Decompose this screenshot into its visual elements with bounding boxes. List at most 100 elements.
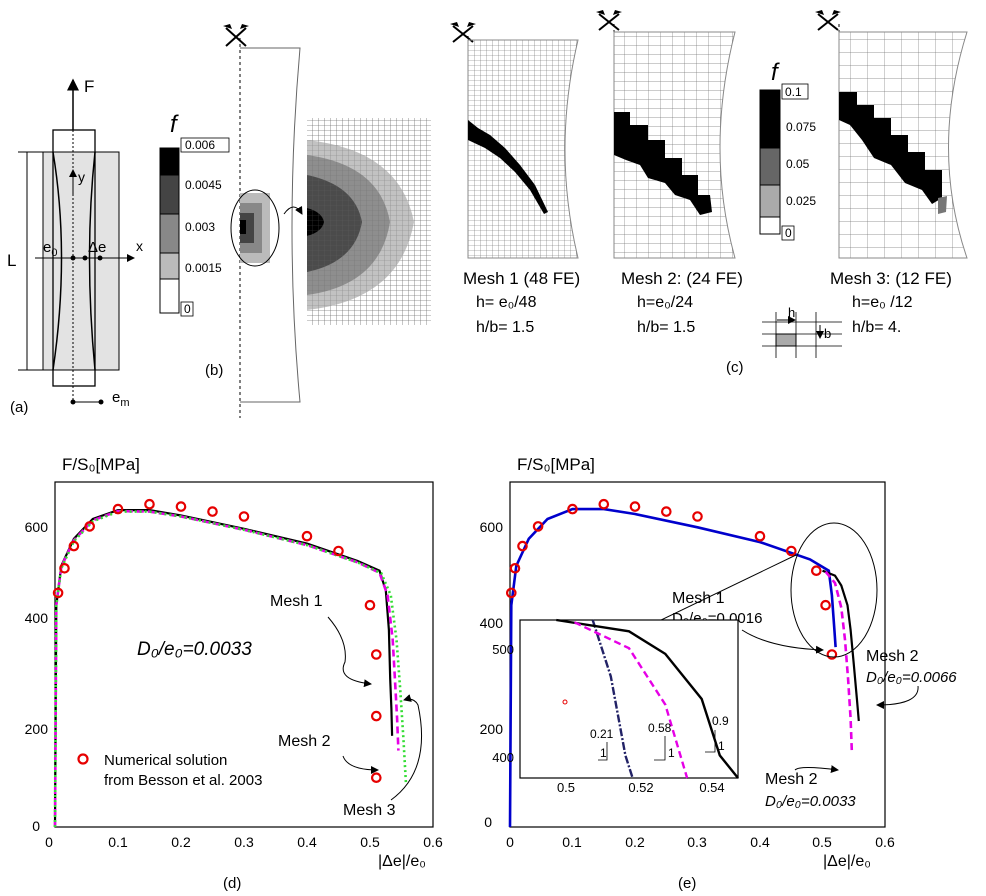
chart-e-ytick: 400 [480,615,504,631]
chart-d-xtick: 0.1 [108,834,128,850]
chart-d-xlabel: |Δe|/e₀ [378,853,426,870]
origin-dot [70,255,76,261]
chart-d-legend-line2: from Besson et al. 2003 [104,772,262,789]
mesh-1-image [450,22,579,259]
inset-slope-label: 1 [600,746,607,760]
panel-label-d: (d) [223,875,241,892]
mesh-1-title: Mesh 1 (48 FE) [463,269,580,288]
panel-label-b: (b) [205,362,223,379]
chart-d-ytick: 200 [25,721,49,737]
legend-b-tick-4: 0 [184,302,191,316]
inset-marker [562,699,568,705]
b-specimen-outline [240,47,301,403]
mesh-2-h: h=e₀/24 [637,294,693,311]
chart-e-mesh1-label: Mesh 1 [672,590,725,607]
inset-series-line-2 [573,621,689,779]
chart-d-ytick: 0 [32,818,40,834]
chart-d-marker-6 [175,501,187,512]
inset-slope-label: 0.58 [648,721,672,735]
legend-c-tick-2: 0.05 [786,157,810,171]
e0-label: e0 [43,239,57,259]
b-zoom-ellipse [230,189,280,267]
chart-e-series-line-1 [822,569,860,722]
chart-d-xtick: 0.4 [297,834,317,850]
inset-ytick: 500 [492,642,514,657]
schematic-specimen: F y x e0 Δe L em (a) [7,77,143,416]
chart-e-ticks: 0 0.1 0.2 0.3 0.4 0.5 0.6 0 200 400 600 [480,519,895,850]
chart-d-marker-8 [238,511,250,522]
b-zoom-arrow [283,205,303,215]
chart-e-marker-2 [517,540,528,552]
mesh-3-ratio: h/b= 4. [852,319,901,336]
chart-e-marker-1 [509,562,521,574]
legend-c-tick-3: 0.025 [786,194,816,208]
chart-e-marker-10 [785,545,797,557]
chart-d-marker-2 [68,540,80,552]
mesh-2-title: Mesh 2: (24 FE) [621,269,743,288]
chart-e-marker-9 [754,530,766,542]
mesh-1-h: h= e₀/48 [476,294,537,311]
inset-frame [519,619,739,779]
chart-d-marker-1 [59,562,70,574]
legend-b-symbol: f [170,111,179,138]
chart-e-xtick: 0.6 [875,834,895,850]
chart-d-marker-11 [364,599,376,611]
inset-slope-label: 1 [718,739,725,753]
chart-e-mesh2b-arrow [794,765,839,774]
chart-d-legend-line1: Numerical solution [104,752,227,769]
chart-d-mesh1-label: Mesh 1 [270,593,323,610]
chart-d-mesh1-arrow [327,616,372,688]
chart-d: F/S₀[MPa] |Δe|/e₀ (d) 0 0.1 0.2 0.3 0.4 … [25,455,443,892]
slope-triangles [598,730,716,761]
legend-b-colorbar [159,147,180,314]
chart-d-marker-5 [144,498,155,510]
chart-e-marker-8 [692,511,703,522]
mesh-2-ratio: h/b= 1.5 [637,319,695,336]
chart-e-mesh2a-param: D₀/e₀=0.0066 [866,669,957,686]
mesh-3-image [815,10,968,259]
chart-e-xlabel: |Δe|/e₀ [823,853,871,870]
chart-e-marker-4 [567,503,578,515]
legend-c-tick-4: 0 [785,226,792,240]
chart-e-mesh2a-arrow [876,685,919,709]
porosity-map-b: f 0.006 0.0045 0.003 0.0015 0 [159,24,431,418]
chart-e-xtick: 0.4 [750,834,770,850]
legend-c-tick-1: 0.075 [786,120,816,134]
neck-dot [82,255,88,261]
chart-d-legend-marker [77,753,89,765]
chart-e-xtick: 0.2 [625,834,645,850]
chart-d-xtick: 0.3 [234,834,254,850]
x-axis-label: x [136,238,143,254]
delta-e-label: Δe [88,239,106,256]
chart-e-mesh1-arrow [741,629,824,654]
inset-ytick: 400 [492,750,514,765]
cell-h-label: h [788,305,795,320]
chart-e-mesh2b-label: Mesh 2 [765,771,818,788]
chart-e: F/S₀[MPa] |Δe|/e₀ (e) 0 0.1 0.2 0.3 0.4 … [480,455,958,892]
edge-dot [97,255,103,261]
specimen-shaded-region [42,151,120,371]
legend-c-symbol: f [771,59,780,86]
chart-d-marker-3 [84,521,95,532]
chart-d-ytick: 400 [25,610,49,626]
inset-series-line-1 [556,618,739,779]
legend-c: f 0.1 0.075 0.05 0.025 0 [759,59,816,241]
chart-e-marker-12 [820,599,831,611]
inset-slope-label: 0.21 [590,727,614,741]
chart-d-marker-10 [333,545,344,557]
chart-d-marker-4 [112,503,124,515]
panel-label-a: (a) [10,399,28,416]
chart-e-marker-6 [629,501,641,512]
chart-e-marker-3 [532,521,544,532]
chart-d-marker-14 [370,772,382,783]
chart-d-marker-12 [370,649,382,660]
chart-d-marker-7 [207,506,218,517]
chart-e-xtick: 0.3 [687,834,707,850]
cell-b-label: b [824,326,831,341]
b-zoomed-mesh [307,118,431,325]
chart-e-mesh2a-label: Mesh 2 [866,648,919,665]
mesh-panel-c: f 0.1 0.075 0.05 0.025 0 Mesh 1 (48 FE) … [450,10,968,376]
chart-e-series-line-2 [824,570,854,754]
mesh-3-h: h=e₀ /12 [852,294,913,311]
